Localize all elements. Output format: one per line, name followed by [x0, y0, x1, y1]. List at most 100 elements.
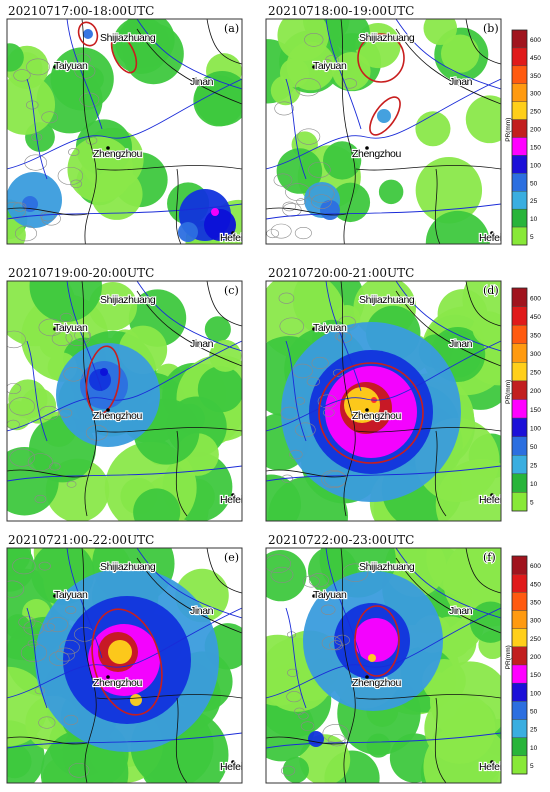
- terrain-contour: [270, 566, 294, 583]
- colorbar-tick-label: 10: [530, 745, 538, 752]
- rain-area-light: [7, 614, 31, 639]
- terrain-contour: [289, 449, 303, 460]
- terrain-contour: [320, 604, 336, 616]
- terrain-contour: [287, 668, 299, 677]
- province-boundary: [355, 694, 501, 700]
- city-dot: [197, 79, 201, 83]
- colorbar-swatch: [511, 610, 528, 629]
- river-line: [266, 607, 501, 699]
- panel-letter: (a): [224, 22, 239, 35]
- colorbar-swatch: [511, 473, 528, 493]
- city-label: Zhengzhou: [93, 410, 143, 422]
- city-label: Jinan: [190, 605, 214, 617]
- rain-area-light: [29, 281, 102, 323]
- colorbar-tick-label: 600: [530, 295, 541, 302]
- city-dot: [53, 65, 57, 69]
- panel-letter: (e): [224, 551, 239, 564]
- terrain-contour: [329, 640, 344, 651]
- terrain-contour: [74, 63, 96, 79]
- terrain-contour: [18, 616, 36, 629]
- river-line: [266, 732, 501, 749]
- map-frame: [265, 18, 502, 245]
- terrain-contour: [266, 228, 280, 239]
- colorbar-swatch: [511, 306, 528, 326]
- highlight-ellipse: [85, 345, 121, 415]
- terrain-contour: [281, 765, 296, 776]
- city-label: Jinan: [190, 338, 214, 350]
- terrain-contour: [73, 53, 91, 66]
- highlight-ellipse: [77, 21, 99, 47]
- colorbar-tick-label: 250: [530, 636, 541, 643]
- terrain-contour: [334, 634, 350, 646]
- rain-area-core: [204, 209, 236, 241]
- terrain-contour: [13, 202, 27, 212]
- rain-area-light: [8, 379, 48, 419]
- province-boundary: [7, 469, 88, 478]
- rain-area-core: [368, 654, 376, 662]
- city-dot: [371, 563, 375, 567]
- colorbar-swatch: [511, 362, 528, 382]
- province-boundary: [340, 281, 356, 517]
- river-line: [395, 548, 501, 619]
- city-label: Shijiazhuang: [100, 561, 156, 573]
- province-boundary: [136, 557, 242, 634]
- province-boundary: [465, 548, 501, 594]
- terrain-contour: [266, 554, 291, 574]
- river-line: [7, 203, 242, 220]
- colorbar-swatch: [511, 65, 528, 84]
- terrain-contour: [26, 58, 50, 76]
- province-boundary: [81, 19, 97, 244]
- colorbar-frame: [511, 555, 528, 775]
- rain-area-core: [211, 208, 219, 216]
- terrain-contour: [34, 494, 47, 504]
- terrain-contour: [57, 166, 84, 185]
- colorbar-swatch: [511, 737, 528, 757]
- terrain-contour: [9, 397, 35, 416]
- river-line: [26, 607, 48, 709]
- terrain-contour: [292, 363, 313, 379]
- rain-area-light: [204, 316, 231, 343]
- rain-area-light: [7, 43, 24, 72]
- city-label: Hefei: [220, 232, 243, 244]
- city-label: Taiyuan: [54, 589, 88, 601]
- province-boundary: [434, 697, 447, 783]
- city-dot: [231, 231, 235, 235]
- terrain-contour: [279, 317, 305, 335]
- city-label: Shijiazhuang: [359, 32, 415, 44]
- river-line: [136, 281, 242, 352]
- province-boundary: [175, 168, 182, 244]
- highlight-ellipse: [354, 605, 400, 677]
- river-line: [266, 203, 501, 220]
- colorbar-tick-label: 450: [530, 314, 541, 321]
- province-boundary: [266, 469, 347, 478]
- rain-area-core: [344, 387, 380, 423]
- city-label: Zhengzhou: [93, 677, 143, 689]
- colorbar-tick-label: 100: [530, 690, 541, 697]
- terrain-contour: [51, 331, 73, 346]
- city-dot: [456, 608, 460, 612]
- colorbar-swatch: [511, 646, 528, 666]
- city-dot: [365, 408, 369, 412]
- river-line: [395, 19, 501, 90]
- city-label: Taiyuan: [54, 322, 88, 334]
- colorbar-tick-label: 150: [530, 144, 541, 151]
- terrain-contour: [306, 376, 320, 387]
- colorbar-swatch: [511, 455, 528, 475]
- terrain-contour: [59, 312, 73, 323]
- terrain-contour: [7, 330, 26, 349]
- colorbar-swatch: [511, 755, 528, 775]
- terrain-contour: [55, 647, 76, 662]
- rain-area-light: [332, 51, 371, 91]
- terrain-contour: [328, 733, 346, 747]
- province-boundary: [206, 281, 242, 327]
- colorbar-tick-label: 350: [530, 599, 541, 606]
- colorbar-swatch: [511, 701, 528, 720]
- city-label: Taiyuan: [54, 60, 88, 72]
- panel-title-e: 20210721:00-22:00UTC: [8, 533, 155, 547]
- province-boundary: [96, 165, 242, 171]
- terrain-contour: [66, 480, 77, 488]
- colorbar-tick-label: 50: [530, 708, 538, 715]
- province-boundary: [175, 697, 188, 783]
- terrain-contour: [336, 332, 353, 343]
